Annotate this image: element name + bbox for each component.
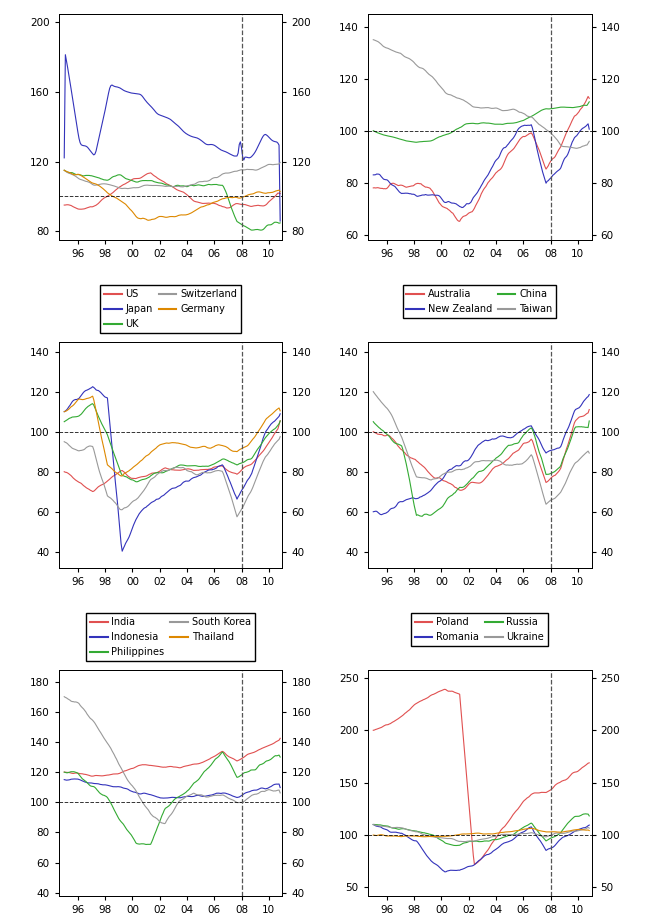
Legend: India, Indonesia, Philippines, South Korea, Thailand: India, Indonesia, Philippines, South Kor… (86, 613, 255, 661)
Legend: Poland, Romania, Russia, Ukraine: Poland, Romania, Russia, Ukraine (411, 613, 548, 646)
Legend: Australia, New Zealand, China, Taiwan: Australia, New Zealand, China, Taiwan (402, 285, 556, 318)
Legend: US, Japan, UK, Switzerland, Germany: US, Japan, UK, Switzerland, Germany (100, 285, 240, 333)
